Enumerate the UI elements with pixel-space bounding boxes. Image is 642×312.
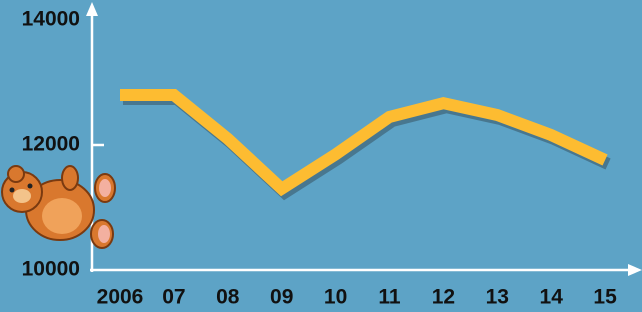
x-tick-label: 08 <box>216 286 240 309</box>
x-tick-label: 12 <box>432 286 455 309</box>
x-tick-label: 14 <box>540 286 564 309</box>
y-tick-label: 14000 <box>22 8 80 31</box>
y-tick-label: 12000 <box>22 133 80 156</box>
background <box>0 0 642 312</box>
x-tick-label: 2006 <box>97 286 144 309</box>
x-tick-label: 07 <box>162 286 185 309</box>
x-tick-label: 10 <box>324 286 347 309</box>
x-tick-label: 11 <box>378 286 401 309</box>
x-tick-label: 15 <box>593 286 617 309</box>
y-tick-label: 10000 <box>22 258 80 281</box>
x-tick-label: 13 <box>486 286 509 309</box>
x-tick-label: 09 <box>270 286 293 309</box>
chart: 10000 12000 14000 2006 07 08 09 10 11 12 13 14 15 <box>0 0 642 312</box>
page: {"chart_data": {"type": "line", "categor… <box>0 0 642 312</box>
